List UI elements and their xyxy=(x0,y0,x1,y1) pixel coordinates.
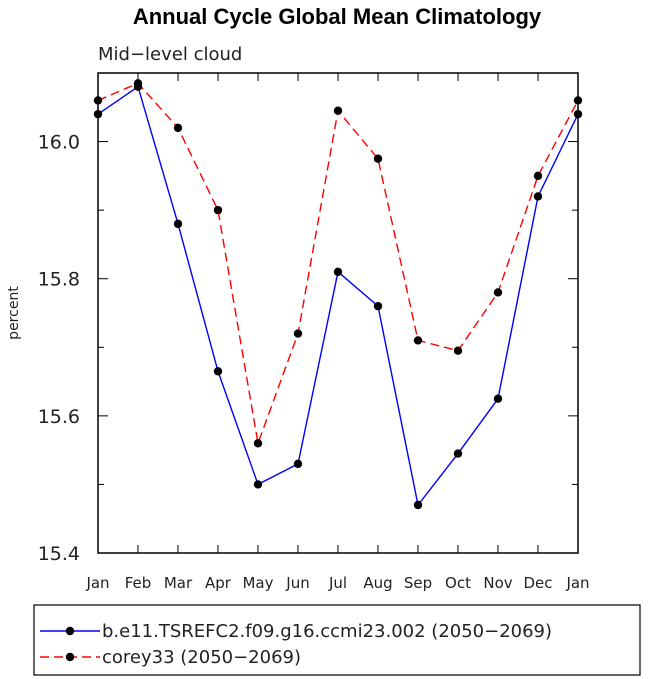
data-point xyxy=(253,439,263,448)
y-tick-label: 15.6 xyxy=(38,406,80,428)
data-point xyxy=(413,336,423,345)
legend-label-2: corey33 (2050−2069) xyxy=(102,647,301,668)
x-tick-label: Aug xyxy=(363,574,392,592)
y-axis-label: percent xyxy=(6,286,22,340)
x-tick-label: Dec xyxy=(523,574,552,592)
data-point xyxy=(453,346,463,355)
series-lines xyxy=(97,82,579,507)
data-point xyxy=(573,96,583,105)
x-tick-label: Jul xyxy=(328,574,347,592)
series-markers xyxy=(93,79,583,510)
series-line-2 xyxy=(97,82,579,447)
data-point xyxy=(213,205,223,215)
data-point xyxy=(293,329,303,338)
x-tick-label: Sep xyxy=(404,574,432,592)
data-point xyxy=(373,154,383,163)
y-tick-label: 15.4 xyxy=(38,543,80,565)
legend-label-1: b.e11.TSREFC2.f09.g16.ccmi23.002 (2050−2… xyxy=(102,621,552,642)
x-tick-label: Jan xyxy=(85,574,109,592)
x-tick-label: Feb xyxy=(125,574,152,592)
data-point xyxy=(93,109,103,119)
data-point xyxy=(333,267,343,277)
chart-subtitle: Mid−level cloud xyxy=(98,44,242,65)
series-line-1 xyxy=(97,85,579,507)
data-point xyxy=(173,123,183,133)
x-tick-label: Mar xyxy=(164,574,193,592)
x-tick-label: Jan xyxy=(565,574,589,592)
x-tick-label: Oct xyxy=(445,574,471,592)
y-tick-label: 15.8 xyxy=(38,269,80,291)
data-point xyxy=(293,459,303,469)
x-tick-label: Nov xyxy=(483,574,512,592)
x-tick-labels: Jan Feb Mar Apr May Jun Jul Aug Sep Oct Nov Dec Jan xyxy=(85,574,589,592)
legend: b.e11.TSREFC2.f09.g16.ccmi23.002 (2050−2… xyxy=(40,621,552,668)
y-tick-labels: 15.4 15.6 15.8 16.0 xyxy=(38,132,80,565)
chart-title: Annual Cycle Global Mean Climatology xyxy=(133,4,542,29)
data-point xyxy=(213,367,223,376)
data-point xyxy=(133,79,143,88)
x-tick-label: May xyxy=(242,574,273,592)
data-point xyxy=(573,109,583,119)
data-point xyxy=(533,171,543,181)
data-point xyxy=(493,288,503,297)
plot-frame xyxy=(97,72,579,554)
data-point xyxy=(173,219,183,229)
y-tick-label: 16.0 xyxy=(38,132,80,154)
data-point xyxy=(373,301,383,311)
data-point xyxy=(533,192,543,201)
data-point xyxy=(453,449,463,458)
x-tick-label: Jun xyxy=(285,574,309,592)
data-point xyxy=(493,394,503,403)
legend-marker xyxy=(65,626,75,636)
axis-ticks xyxy=(97,72,579,554)
data-point xyxy=(253,480,263,489)
x-tick-label: Apr xyxy=(205,574,232,592)
data-point xyxy=(413,500,423,510)
data-point xyxy=(93,96,103,105)
legend-marker xyxy=(65,652,75,662)
data-point xyxy=(333,106,343,115)
legend-box xyxy=(33,604,641,676)
